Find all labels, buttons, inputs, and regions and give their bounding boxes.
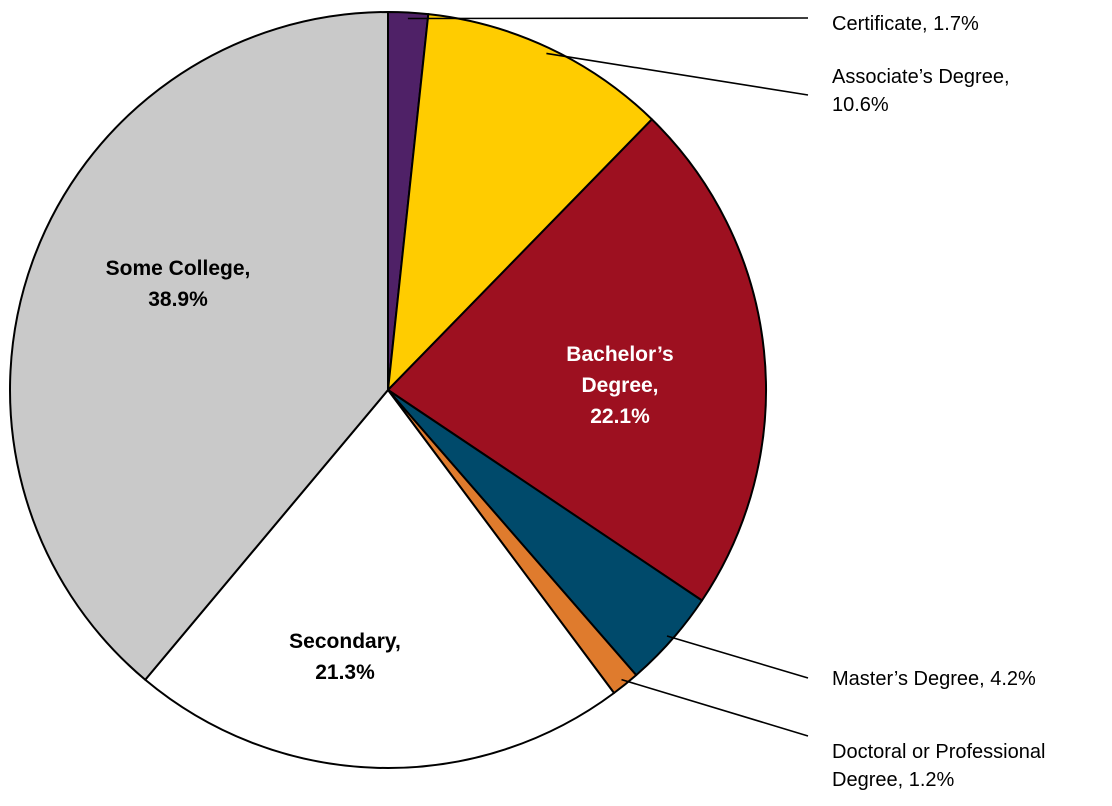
- slice-label-secondary: Secondary, 21.3%: [289, 630, 401, 684]
- slice-label-line: 22.1%: [590, 405, 650, 428]
- slice-label-line: Secondary,: [289, 630, 401, 653]
- leader-line-master-s-degree: [666, 635, 809, 679]
- slice-label-line: 38.9%: [148, 288, 208, 311]
- pie-slice-some-college: [9, 11, 389, 681]
- slice-label-line: 21.3%: [315, 661, 375, 684]
- slice-label-line: Bachelor’s: [566, 343, 673, 366]
- leader-line-certificate: [407, 17, 809, 20]
- slice-label-line: Some College,: [106, 257, 251, 280]
- slice-label-line: Doctoral or Professional: [832, 741, 1045, 763]
- slice-label-bachelor-s-degree: Bachelor’s Degree, 22.1%: [566, 343, 673, 428]
- pie-slice-secondary: [144, 389, 616, 769]
- slice-label-master-s-degree: Master’s Degree, 4.2%: [832, 668, 1036, 690]
- slice-label-some-college: Some College, 38.9%: [106, 257, 251, 311]
- pie-slice-associate-s-degree: [387, 13, 653, 391]
- slice-label-line: Degree,: [581, 374, 658, 397]
- slice-label-line: Degree, 1.2%: [832, 769, 955, 791]
- slice-labels: Certificate, 1.7% Associate’s Degree, 10.6…: [106, 13, 1046, 791]
- slice-label-associate-s-degree: Associate’s Degree, 10.6%: [832, 66, 1010, 116]
- leader-lines: [407, 17, 809, 737]
- leader-line-associate-s-degree: [546, 52, 809, 96]
- pie-slices: [9, 10, 768, 769]
- slice-label-line: 10.6%: [832, 94, 889, 116]
- slice-label-certificate: Certificate, 1.7%: [832, 13, 979, 35]
- slice-label-line: Certificate, 1.7%: [832, 13, 979, 35]
- slice-label-line: Associate’s Degree,: [832, 66, 1010, 88]
- leader-line-doctoral-or-professional-degree: [621, 678, 809, 737]
- pie-slice-bachelor-s-degree: [387, 118, 768, 602]
- slice-label-doctoral-or-professional-degree: Doctoral or Professional Degree, 1.2%: [832, 741, 1045, 791]
- slice-label-line: Master’s Degree, 4.2%: [832, 668, 1036, 690]
